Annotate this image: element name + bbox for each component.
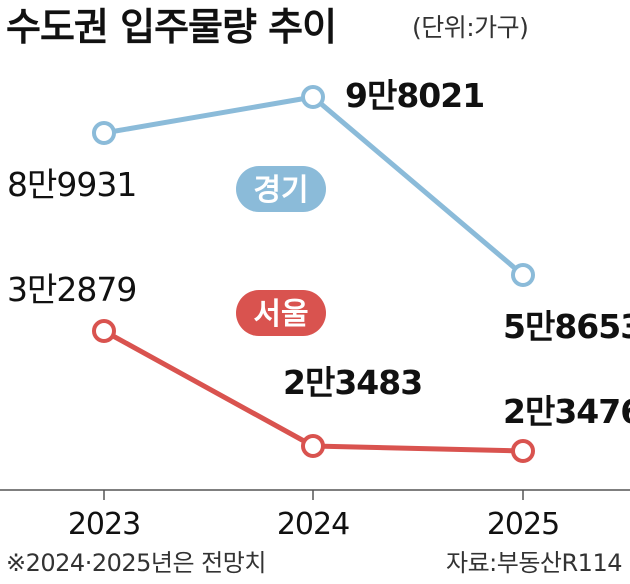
series-badge-경기	[236, 166, 326, 212]
series-layer: 8만9931 9만8021 5만8653 경기 3만2879 2만3483 2만3476 서울	[7, 76, 630, 463]
x-tick-labels: 2023 2024 2025	[68, 507, 560, 542]
series-badge-서울	[236, 290, 326, 336]
data-point-경기-2024	[301, 85, 325, 109]
data-label-경기-2025: 5만8653	[503, 307, 630, 346]
series-경기: 8만9931 9만8021 5만8653 경기	[7, 76, 630, 346]
data-label-서울-2024: 2만3483	[283, 363, 422, 402]
data-label-경기-2024: 9만8021	[345, 76, 484, 115]
data-label-서울-2023: 3만2879	[7, 270, 136, 309]
x-tick-label-2024: 2024	[277, 507, 349, 542]
data-point-경기-2025	[511, 263, 535, 287]
data-point-경기-2023	[92, 121, 116, 145]
series-badge-label-경기: 경기	[253, 173, 308, 208]
data-label-경기-2023: 8만9931	[7, 165, 136, 204]
series-badge-label-서울: 서울	[253, 297, 308, 332]
series-서울: 3만2879 2만3483 2만3476 서울	[7, 270, 630, 463]
unit-note: (단위:가구)	[412, 13, 528, 42]
chart-title: 수도권 입주물량 추이	[6, 5, 336, 49]
data-point-서울-2024	[301, 434, 325, 458]
data-point-서울-2023	[92, 319, 116, 343]
x-tick-label-2025: 2025	[487, 507, 559, 542]
source-note: 자료:부동산R114	[446, 549, 622, 577]
footnote: ※2024·2025년은 전망치	[6, 549, 266, 577]
data-point-서울-2025	[511, 439, 535, 463]
x-tick-label-2023: 2023	[68, 507, 140, 542]
data-label-서울-2025: 2만3476	[503, 392, 630, 431]
